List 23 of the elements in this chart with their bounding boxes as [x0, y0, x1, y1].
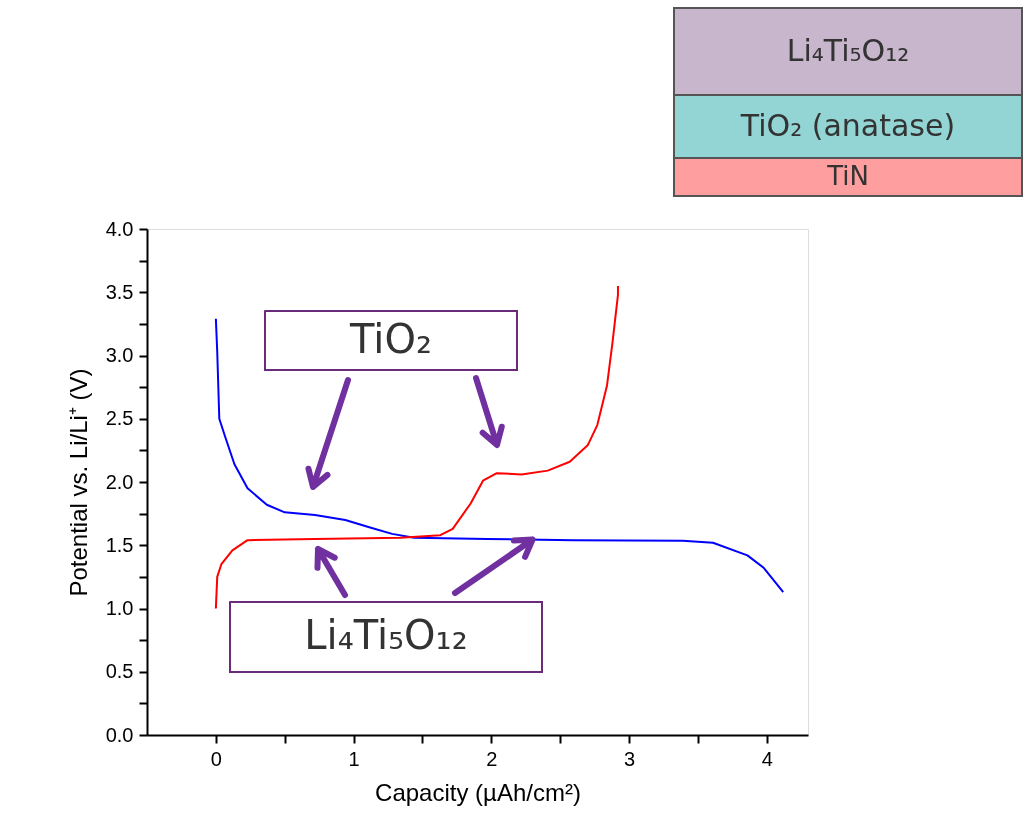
- line-series: [214, 317, 785, 594]
- x-tick-label: 1: [348, 747, 360, 770]
- x-tick-label: 0: [210, 747, 222, 770]
- y-tick-label: 3.5: [105, 280, 134, 303]
- y-tick-label: 4.0: [105, 217, 134, 240]
- annotation: TiO₂: [349, 316, 432, 362]
- x-tick-label: 4: [761, 747, 773, 770]
- x-tick-label: 3: [623, 747, 636, 770]
- annotation: Li₄Ti₅O₁₂: [304, 612, 468, 658]
- x-axis-title: Capacity (µAh/cm²): [375, 778, 581, 806]
- y-axis-title: Potential vs. Li/Li⁺ (V): [64, 368, 92, 597]
- line-series: [214, 284, 619, 610]
- y-tick-label: 2.5: [105, 407, 134, 430]
- y-tick-label: 2.0: [105, 470, 134, 493]
- y-tick-label: 0.0: [105, 723, 134, 746]
- y-tick-label: 1.5: [105, 533, 134, 556]
- y-tick-label: 3.0: [105, 344, 134, 366]
- text: TiO₂ (anatase): [739, 107, 956, 143]
- text: TiN: [826, 161, 869, 191]
- x-tick-label: 2: [486, 747, 498, 770]
- y-tick-label: 0.5: [105, 660, 134, 683]
- text: Li₄Ti₅O₁₂: [786, 32, 910, 68]
- y-tick-label: 1.0: [105, 597, 134, 619]
